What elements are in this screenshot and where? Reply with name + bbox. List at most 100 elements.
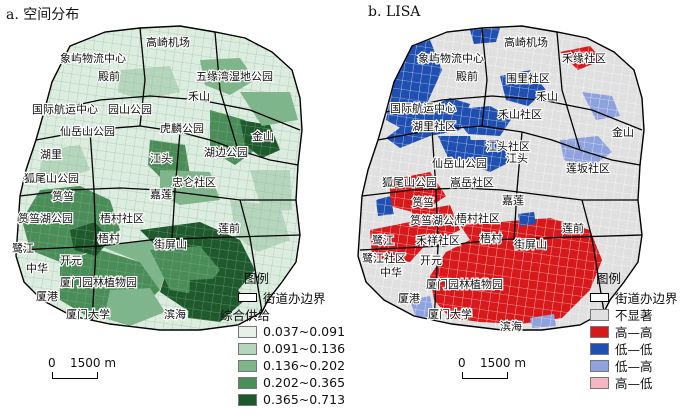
street-grid-b (358, 26, 644, 330)
street-grid-a (16, 26, 302, 330)
place-label-a-26: 厦港 (36, 290, 58, 303)
legend-a: 图例 街道办边界 综合供给 0.037~0.091 0.091~0.136 0.13… (220, 268, 346, 408)
place-label-a-14: 忠仑社区 (172, 175, 216, 189)
place-label-b-12: 江头 (506, 152, 528, 165)
boundary-swatch (238, 293, 257, 302)
legend-b-label-1: 高—高 (615, 325, 653, 340)
place-label-b-16: 嘉莲 (502, 193, 524, 207)
legend-b-class-4: 高—低 (590, 374, 678, 391)
legend-a-class-4: 0.365~0.713 (238, 391, 345, 408)
legend-b: 图例 街道办边界 不显著 高—高 低—低 低—高 高—低 (590, 268, 678, 391)
scale-bar-a: 0 1500 m (48, 356, 138, 382)
place-label-a-3: 五缘湾湿地公园 (196, 69, 273, 83)
place-label-a-22: 中华 (26, 261, 48, 275)
place-label-b-23: 梧村 (480, 231, 502, 245)
scale-distance-b: 1500 m (480, 356, 527, 370)
place-label-b-20: 莲前 (562, 221, 584, 235)
place-label-b-5: 禾山 (536, 90, 558, 103)
place-label-a-7: 仙岳山公园 (60, 125, 115, 138)
place-label-a-28: 滨海 (164, 307, 186, 321)
legend-a-swatch-3 (238, 376, 257, 389)
legend-a-swatch-2 (238, 359, 257, 372)
place-label-b-29: 厦港 (398, 292, 420, 305)
legend-b-label-4: 高—低 (615, 376, 653, 391)
scale-zero-b: 0 (458, 356, 466, 370)
legend-a-title: 图例 (244, 271, 270, 286)
place-label-b-0: 高崎机场 (504, 35, 548, 49)
place-label-b-15: 莲坂社区 (566, 161, 610, 175)
place-label-b-8: 湖里社区 (412, 119, 456, 133)
legend-a-label-0: 0.037~0.091 (263, 324, 346, 339)
place-label-b-19: 梧村社区 (456, 211, 500, 225)
place-label-a-19: 莲前 (218, 221, 240, 235)
scale-zero-a: 0 (48, 356, 56, 370)
legend-b-title: 图例 (596, 271, 622, 286)
legend-a-label-2: 0.136~0.202 (263, 358, 346, 373)
place-label-b-14: 嵩岳社区 (450, 175, 494, 189)
legend-a-boundary-label: 街道办边界 (263, 291, 326, 306)
place-label-b-11: 仙岳山公园 (432, 157, 487, 170)
place-label-a-13: 江头 (150, 152, 172, 165)
subdistrict-boundaries-b (359, 27, 643, 325)
legend-a-class-3: 0.202~0.365 (238, 374, 345, 391)
scale-distance-a: 1500 m (70, 356, 117, 370)
place-label-a-15: 筼筜 (52, 189, 74, 203)
legend-a-swatch-4 (238, 393, 257, 406)
place-label-a-18: 梧村社区 (100, 211, 144, 225)
legend-a-boundary: 街道办边界 (238, 289, 345, 306)
panel-spatial-distribution: 高崎机场 象屿物流中心 殿前 五缘湾湿地公园 禾山 国际航运中心 园山公园 仙岳山公园 虎麟公园… (6, 7, 346, 408)
scale-line-b (462, 372, 508, 379)
scale-bar-b: 0 1500 m (458, 356, 548, 382)
place-label-a-10: 湖里 (40, 148, 62, 161)
legend-a-class-1: 0.091~0.136 (238, 340, 345, 357)
panel-b-title: b. LISA (368, 4, 421, 20)
subdistrict-boundaries-a (17, 27, 301, 325)
place-label-a-23: 开元 (60, 254, 82, 267)
place-label-b-13: 狐尾山公园 (382, 175, 437, 189)
place-label-a-11: 湖边公园 (204, 146, 248, 159)
panel-lisa: 高崎机场 象屿物流中心 殿前 禾缘社区 围里社区 禾山 国际航运中心 禾山社区 湖里社区 金山 江头… (350, 0, 700, 419)
place-label-b-4: 围里社区 (506, 71, 550, 85)
place-label-a-12: 狐尾山公园 (24, 171, 79, 185)
legend-b-label-0: 不显著 (615, 308, 653, 323)
legend-a-label-4: 0.365~0.713 (263, 392, 346, 407)
scale-line-a (52, 372, 98, 379)
legend-b-class-1: 高—高 (590, 323, 678, 340)
legend-b-classes: 不显著 高—高 低—低 低—高 高—低 (590, 306, 678, 391)
legend-a-label-1: 0.091~0.136 (263, 341, 346, 356)
place-label-b-25: 街屏山 (514, 237, 547, 251)
island-b (358, 26, 644, 330)
place-label-b-21: 鹭江 (372, 233, 394, 247)
place-label-b-3: 禾缘社区 (562, 51, 606, 65)
place-label-a-4: 禾山 (188, 90, 210, 103)
place-label-a-0: 高崎机场 (146, 35, 190, 49)
legend-b-class-0: 不显著 (590, 306, 678, 323)
island-a (16, 26, 302, 330)
island-outline-a (15, 25, 303, 331)
place-label-b-28: 厦门园林植物园 (426, 277, 503, 291)
place-label-a-25: 厦门园林植物园 (60, 275, 137, 289)
legend-b-swatch-0 (590, 308, 609, 321)
legend-b-swatch-1 (590, 325, 609, 338)
legend-b-label-2: 低—低 (615, 342, 653, 357)
legend-b-boundary: 街道办边界 (590, 289, 678, 306)
place-label-a-17: 筼筜湖公园 (18, 211, 73, 225)
place-label-b-7: 禾山社区 (498, 107, 542, 121)
place-label-a-20: 鹭江 (12, 241, 34, 255)
legend-a-subtitle: 综合供给 (220, 308, 271, 323)
legend-a-swatch-0 (238, 325, 257, 338)
place-label-b-18: 筼筜湖公园 (410, 213, 465, 227)
legend-a-class-2: 0.136~0.202 (238, 357, 345, 374)
place-label-b-6: 国际航运中心 (390, 101, 456, 115)
place-label-b-26: 中华 (380, 265, 402, 279)
place-label-a-27: 厦门大学 (66, 307, 110, 321)
place-label-b-24: 鹭江社区 (362, 251, 406, 265)
place-label-a-5: 国际航运中心 (32, 102, 98, 116)
place-label-b-2: 殿前 (456, 69, 478, 83)
boundary-swatch-b (590, 293, 609, 302)
